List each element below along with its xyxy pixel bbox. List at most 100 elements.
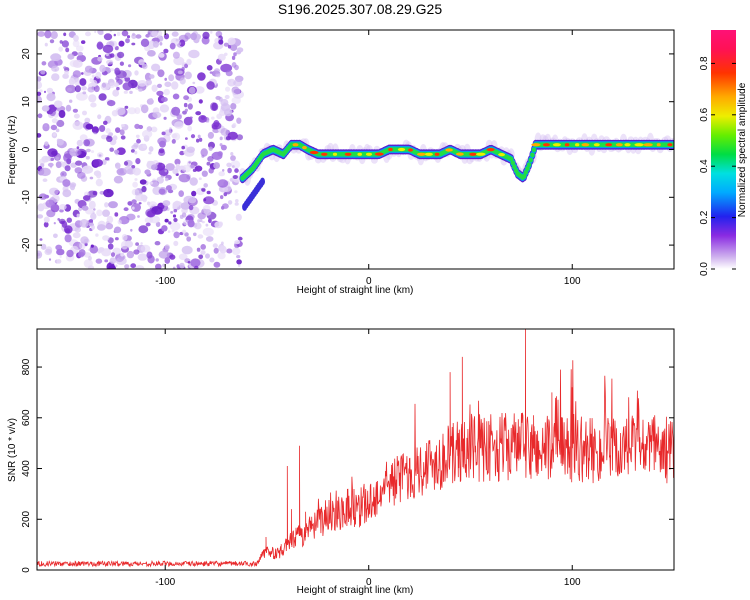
track-peak [397,147,406,152]
noise-blob [173,231,180,239]
noise-blob [147,50,156,57]
noise-blob [180,202,191,210]
noise-blob [202,227,214,237]
noise-blob [127,201,133,206]
noise-blob [144,169,151,175]
track-peak [634,143,644,147]
noise-blob [173,217,178,223]
colorbar-tick-label: 0.8 [699,56,710,70]
track-peak [388,147,393,152]
noise-blob [210,30,213,34]
noise-blob [161,225,168,232]
noise-blob [186,146,195,153]
noise-blob [95,258,103,264]
noise-blob [231,55,236,61]
noise-blob [164,129,172,136]
noise-blob [124,76,131,82]
noise-blob [51,118,58,124]
noise-blob [84,65,93,73]
noise-blob [93,85,100,93]
noise-blob [172,93,180,100]
noise-blob [169,42,176,50]
noise-blob [187,261,191,264]
noise-blob [223,42,229,47]
noise-blob [148,151,152,155]
y-tick-label: 0 [21,146,32,152]
noise-blob [150,126,158,133]
noise-blob [114,82,119,88]
noise-blob [198,177,202,180]
noise-blob [69,148,81,157]
noise-blob [107,100,116,107]
noise-blob [192,81,196,85]
noise-blob [73,34,79,42]
noise-blob [83,259,93,268]
track-peak [309,150,319,155]
y-tick-label: 20 [21,48,32,60]
noise-blob [172,168,179,175]
y-tick-label: 400 [21,460,32,477]
noise-blob [37,81,43,90]
snr-x-axis-label: Height of straight line (km) [297,585,414,596]
track-peak [498,153,505,157]
noise-blob [190,134,196,139]
noise-blob [230,160,241,169]
noise-blob [182,229,187,234]
noise-blob [119,129,125,136]
noise-blob [109,68,115,72]
noise-blob [105,128,111,134]
noise-blob [79,78,87,86]
noise-blob [72,70,82,78]
noise-blob [196,138,200,143]
noise-blob [95,178,103,187]
noise-blob [233,79,243,87]
noise-blob [84,117,91,124]
noise-blob [40,69,46,75]
track-peak [445,148,453,152]
noise-blob [39,89,43,93]
track-peak [365,152,373,156]
noise-blob [115,163,118,167]
track-peak [593,143,600,147]
colorbar: 0.0 0.2 0.4 0.6 0.8 Normalized spectral ampl… [699,30,748,276]
noise-blob [203,183,208,188]
noise-blob [139,179,147,185]
noise-blob [227,37,236,45]
noise-blob [218,171,225,177]
noise-blob [178,42,182,45]
noise-blob [232,122,237,128]
noise-blob [69,183,76,191]
noise-blob [230,152,234,156]
noise-blob [72,108,78,113]
noise-blob [145,222,151,227]
noise-blob [232,175,238,179]
noise-blob [102,209,110,217]
noise-blob [44,248,52,256]
noise-blob [165,185,172,191]
colorbar-ticks: 0.0 0.2 0.4 0.6 0.8 [699,56,736,276]
noise-blob [177,70,183,75]
noise-blob [97,114,102,120]
noise-blob [140,244,151,253]
track-peak [302,146,307,150]
noise-blob [122,78,125,82]
noise-blob [50,53,62,62]
noise-blob [127,107,137,115]
noise-blob [85,31,91,37]
noise-blob [200,244,206,250]
noise-blob [77,171,86,179]
track-peak [321,152,328,156]
noise-blob [74,85,81,93]
noise-blob [178,253,188,261]
noise-blob [104,157,110,161]
noise-blob [236,47,244,53]
noise-blob [94,30,97,34]
noise-blob [171,31,179,37]
noise-blob [135,265,145,269]
noise-blob [102,44,114,54]
noise-blob [171,139,176,144]
colorbar-tick-label: 0.4 [699,159,710,173]
noise-blob [112,89,120,97]
track-band [671,142,674,147]
